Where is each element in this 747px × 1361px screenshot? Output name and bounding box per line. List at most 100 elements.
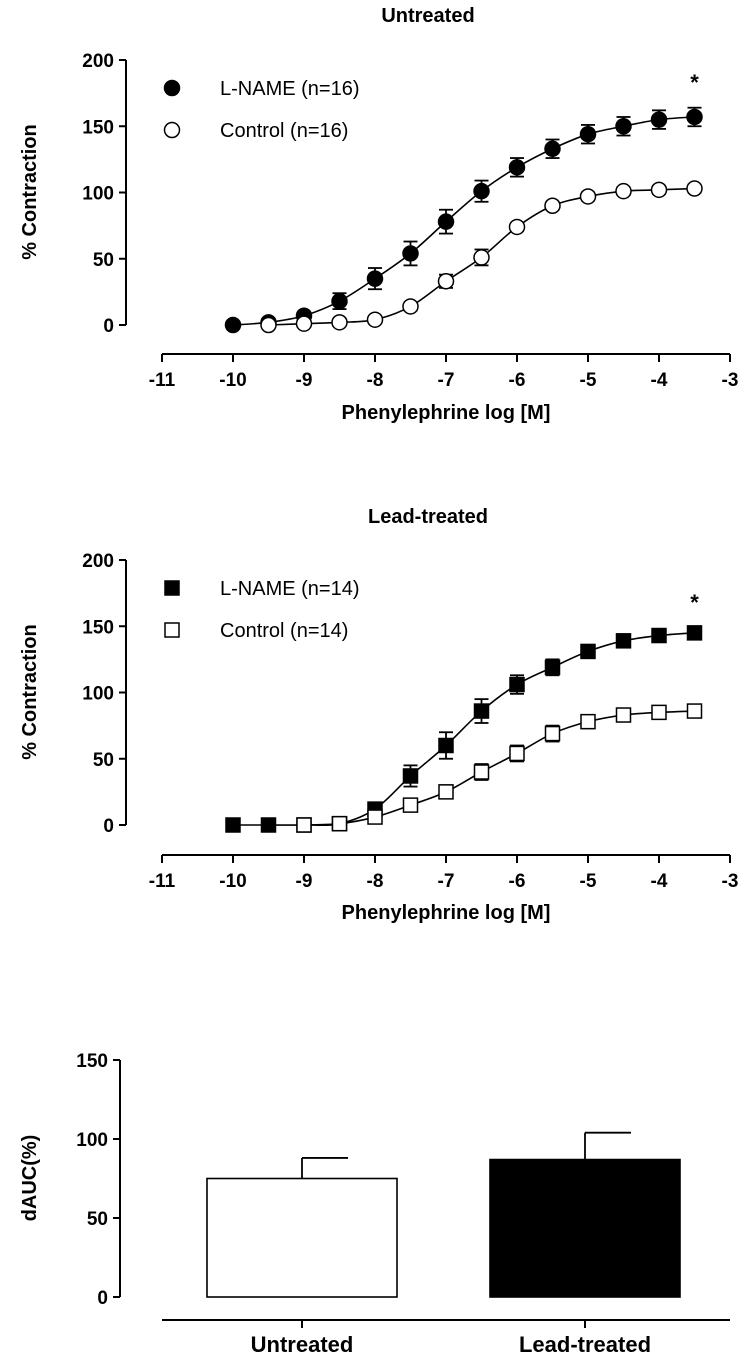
y-tick-label: 0 [97,1288,108,1309]
data-point [544,659,561,676]
x-tick-label: -11 [149,370,176,391]
x-tick-label: -7 [438,871,455,892]
data-point [402,298,419,315]
data-point [509,745,525,762]
data-point [473,249,490,266]
y-tick-label: 50 [93,750,114,771]
data-point [402,245,419,262]
x-axis-label: Phenylephrine log [M] [342,402,551,424]
chart-untreated: Untreated % Contraction Phenylephrine log … [19,5,738,424]
y-axis-label: dAUC(%) [19,1135,41,1222]
data-point [650,111,668,128]
x-tick-label: -4 [651,370,668,391]
category-label: Lead-treated [519,1332,651,1356]
data-point [402,797,419,813]
data-point [508,218,526,236]
data-point [473,182,490,200]
data-point [651,704,667,721]
chart-title: Untreated [381,5,474,27]
series-curve [233,632,695,827]
y-tick-label: 50 [87,1209,108,1230]
data-point [686,108,703,126]
data-point [473,703,490,719]
data-point [473,764,490,780]
y-tick-label: 150 [82,617,114,638]
data-point [580,643,596,660]
legend-marker [164,622,180,638]
data-point [579,188,597,205]
x-tick-label: -10 [219,871,246,892]
chart-title: Lead-treated [368,506,488,528]
data-point [615,707,632,723]
legend-label: Control (n=14) [220,620,348,642]
x-tick-label: -4 [651,871,668,892]
y-tick-label: 200 [82,51,114,72]
data-point [367,809,383,825]
y-tick-label: 100 [82,684,114,705]
chart-lead-treated: Lead-treated % Contraction Phenylephrine l… [19,506,738,924]
data-point [686,625,703,641]
x-tick-label: -8 [367,871,384,892]
data-point [544,725,561,742]
data-point [437,273,455,290]
y-tick-label: 100 [82,184,114,205]
data-point [366,311,384,328]
data-point [686,703,703,719]
legend-marker [163,79,181,97]
x-tick-label: -9 [296,871,313,892]
data-point [615,633,632,649]
data-point [508,159,526,176]
x-tick-label: -6 [509,871,526,892]
y-tick-label: 100 [76,1130,108,1151]
legend-marker [163,121,181,139]
legend-label: Control (n=16) [220,120,348,142]
data-point [225,817,241,833]
legend-label: L-NAME (n=14) [220,578,360,600]
y-axis-label: % Contraction [19,624,41,760]
series-curve [303,710,695,826]
data-point [686,180,703,197]
chart-dauc-bars: dAUC(%) 0 50 100 150 Untreated Lead-treated [19,1051,730,1357]
data-point [615,118,632,135]
data-point [651,627,667,644]
x-axis-label: Phenylephrine log [M] [342,902,551,924]
data-point [438,737,454,754]
data-point [579,125,597,143]
bar [206,1177,398,1298]
category-label: Untreated [251,1332,354,1356]
x-tick-label: -6 [509,370,526,391]
y-tick-label: 150 [82,117,114,138]
x-tick-label: -5 [580,871,597,892]
x-tick-label: -8 [367,370,384,391]
y-tick-label: 0 [103,316,114,337]
data-point [331,292,348,310]
data-point [650,181,668,199]
data-point [260,817,277,833]
y-tick-label: 0 [103,816,114,837]
bar [489,1158,681,1298]
data-point [438,784,454,800]
x-tick-label: -3 [722,871,739,892]
x-tick-label: -10 [219,370,246,391]
significance-star: * [690,70,699,95]
data-point [331,815,348,832]
x-tick-label: -9 [296,370,313,391]
significance-star: * [690,590,699,615]
legend-marker [164,580,180,596]
data-point [437,213,455,230]
data-point [260,316,277,334]
data-point [295,315,313,332]
data-point [544,197,561,214]
x-tick-label: -7 [438,370,455,391]
y-tick-label: 150 [76,1051,108,1072]
data-point [402,768,419,784]
data-point [509,676,525,693]
y-tick-label: 200 [82,551,114,572]
data-point [331,314,348,331]
y-axis-label: % Contraction [19,124,41,260]
data-point [366,270,384,287]
legend-label: L-NAME (n=16) [220,78,360,100]
x-tick-label: -3 [722,370,739,391]
data-point [224,316,242,334]
